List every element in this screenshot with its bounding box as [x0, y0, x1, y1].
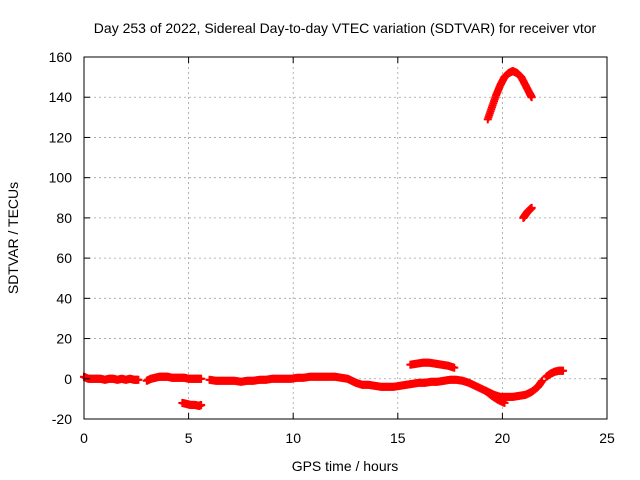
y-tick-label: 160 [49, 49, 73, 65]
x-tick-labels: 0 5 10 15 20 25 [80, 430, 615, 446]
y-axis-label: SDTVAR / TECUs [5, 182, 21, 294]
y-tick-label: -20 [52, 411, 72, 427]
data-point [559, 366, 568, 375]
data-point [197, 374, 206, 383]
x-tick-label: 25 [599, 430, 615, 446]
data-point [527, 203, 536, 212]
x-tick-label: 20 [495, 430, 511, 446]
y-tick-label: 60 [56, 250, 72, 266]
data-point [450, 363, 459, 372]
grid-lines [84, 57, 607, 419]
y-tick-labels: -20 0 20 40 60 80 100 120 140 160 [49, 49, 73, 427]
x-axis-label: GPS time / hours [292, 458, 399, 474]
y-tick-label: 100 [49, 170, 73, 186]
x-tick-label: 10 [285, 430, 301, 446]
data-point [197, 400, 206, 409]
plot-frame [83, 56, 608, 420]
chart-title: Day 253 of 2022, Sidereal Day-to-day VTE… [94, 20, 597, 36]
x-tick-label: 5 [185, 430, 193, 446]
data-point [527, 93, 536, 102]
axis-ticks [83, 56, 608, 420]
y-tick-label: 140 [49, 89, 73, 105]
data-point [500, 398, 509, 407]
y-tick-label: 120 [49, 129, 73, 145]
x-tick-label: 0 [80, 430, 88, 446]
data-point [134, 375, 143, 384]
x-tick-label: 15 [390, 430, 406, 446]
y-tick-label: 20 [56, 331, 72, 347]
y-tick-label: 40 [56, 290, 72, 306]
data-points [80, 67, 568, 410]
y-tick-label: 0 [64, 371, 72, 387]
y-tick-label: 80 [56, 210, 72, 226]
data-point [538, 376, 547, 385]
